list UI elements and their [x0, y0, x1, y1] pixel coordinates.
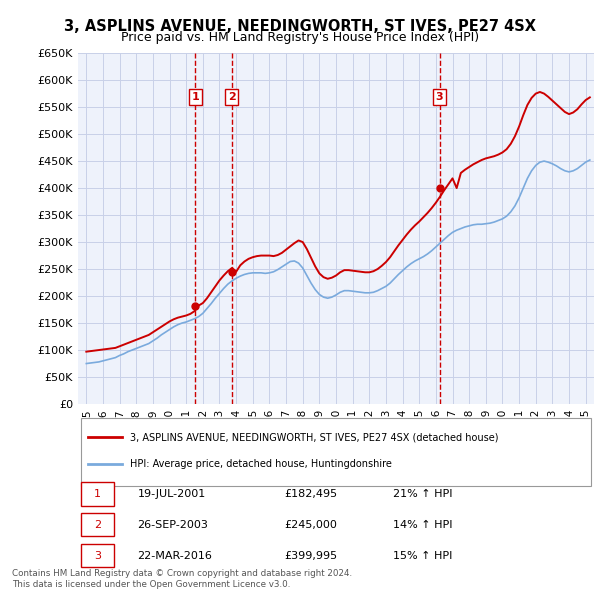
- Text: 3: 3: [436, 92, 443, 102]
- Text: 21% ↑ HPI: 21% ↑ HPI: [393, 489, 452, 499]
- Text: 19-JUL-2001: 19-JUL-2001: [137, 489, 206, 499]
- Text: 1: 1: [191, 92, 199, 102]
- Text: 3, ASPLINS AVENUE, NEEDINGWORTH, ST IVES, PE27 4SX (detached house): 3, ASPLINS AVENUE, NEEDINGWORTH, ST IVES…: [130, 432, 498, 442]
- Text: 26-SEP-2003: 26-SEP-2003: [137, 520, 208, 530]
- Text: 15% ↑ HPI: 15% ↑ HPI: [393, 550, 452, 560]
- Text: Price paid vs. HM Land Registry's House Price Index (HPI): Price paid vs. HM Land Registry's House …: [121, 31, 479, 44]
- FancyBboxPatch shape: [80, 513, 114, 536]
- Text: 2: 2: [228, 92, 236, 102]
- Text: £245,000: £245,000: [284, 520, 337, 530]
- Text: 3: 3: [94, 550, 101, 560]
- Text: £182,495: £182,495: [284, 489, 338, 499]
- Text: HPI: Average price, detached house, Huntingdonshire: HPI: Average price, detached house, Hunt…: [130, 459, 391, 469]
- FancyBboxPatch shape: [80, 544, 114, 568]
- Text: Contains HM Land Registry data © Crown copyright and database right 2024.
This d: Contains HM Land Registry data © Crown c…: [12, 569, 352, 589]
- Text: 22-MAR-2016: 22-MAR-2016: [137, 550, 212, 560]
- FancyBboxPatch shape: [80, 418, 592, 486]
- Text: 14% ↑ HPI: 14% ↑ HPI: [393, 520, 452, 530]
- Text: 3, ASPLINS AVENUE, NEEDINGWORTH, ST IVES, PE27 4SX: 3, ASPLINS AVENUE, NEEDINGWORTH, ST IVES…: [64, 19, 536, 34]
- Text: 2: 2: [94, 520, 101, 530]
- Text: 1: 1: [94, 489, 101, 499]
- Text: £399,995: £399,995: [284, 550, 338, 560]
- FancyBboxPatch shape: [80, 482, 114, 506]
